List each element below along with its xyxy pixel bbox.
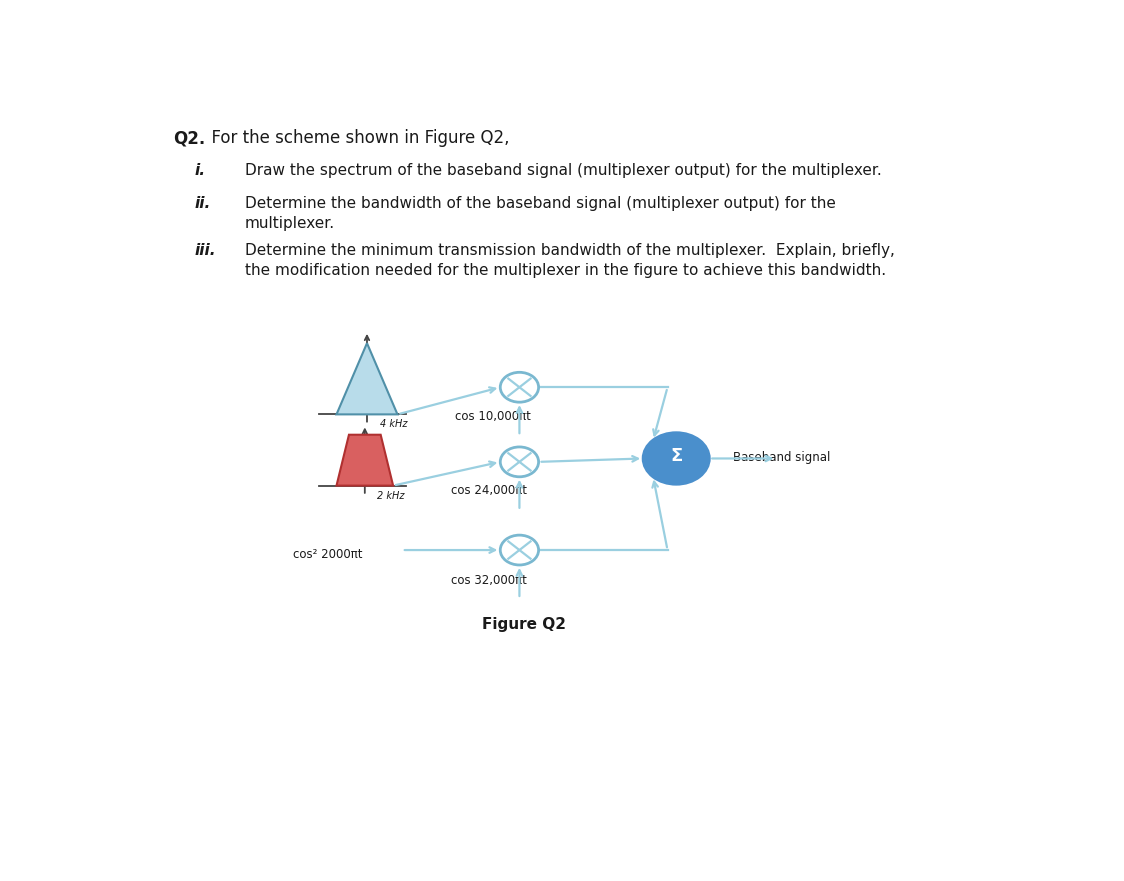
Text: Determine the bandwidth of the baseband signal (multiplexer output) for the
mult: Determine the bandwidth of the baseband …	[245, 196, 836, 231]
Text: Determine the minimum transmission bandwidth of the multiplexer.  Explain, brief: Determine the minimum transmission bandw…	[245, 243, 895, 278]
Text: cos² 2000πt: cos² 2000πt	[293, 548, 362, 561]
Text: cos 32,000πt: cos 32,000πt	[451, 574, 527, 587]
Text: Q2.: Q2.	[173, 130, 206, 147]
Text: iii.: iii.	[194, 243, 216, 258]
Text: cos 10,000πt: cos 10,000πt	[455, 410, 532, 423]
Text: cos 24,000πt: cos 24,000πt	[451, 485, 527, 497]
Text: Σ: Σ	[670, 448, 682, 465]
Text: 2 kHz: 2 kHz	[378, 491, 405, 501]
Circle shape	[643, 433, 709, 485]
Text: Draw the spectrum of the baseband signal (multiplexer output) for the multiplexe: Draw the spectrum of the baseband signal…	[245, 163, 882, 178]
Circle shape	[500, 535, 538, 565]
Text: Baseband signal: Baseband signal	[733, 450, 831, 463]
Polygon shape	[336, 434, 393, 485]
Text: ii.: ii.	[194, 196, 211, 211]
Text: For the scheme shown in Figure Q2,: For the scheme shown in Figure Q2,	[201, 130, 510, 147]
Circle shape	[500, 373, 538, 402]
Text: i.: i.	[194, 163, 206, 178]
Text: Figure Q2: Figure Q2	[482, 618, 565, 633]
Text: 4 kHz: 4 kHz	[380, 419, 408, 429]
Circle shape	[500, 447, 538, 477]
Polygon shape	[336, 343, 398, 414]
